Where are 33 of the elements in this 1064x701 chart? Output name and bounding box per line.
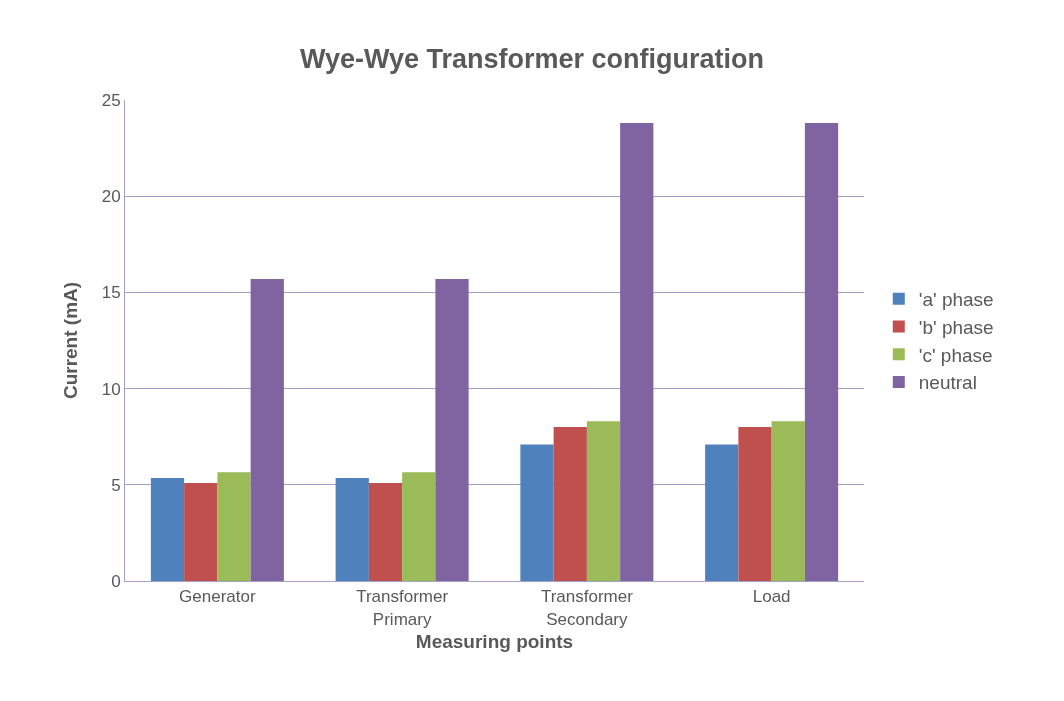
y-tick-label: 20 — [101, 187, 121, 207]
bar — [804, 123, 839, 581]
bar — [520, 444, 554, 581]
legend-label: 'b' phase — [918, 316, 994, 338]
y-tick-label: 5 — [111, 475, 121, 495]
bar — [150, 478, 185, 581]
bar — [705, 444, 739, 581]
x-tick-label: Generator — [179, 587, 256, 607]
y-tick-label: 25 — [101, 90, 121, 110]
chart-title: Wye-Wye Transformer configuration — [299, 43, 765, 74]
bar — [368, 482, 403, 581]
bar — [217, 472, 251, 581]
bar — [435, 278, 469, 581]
y-tick-label: 0 — [111, 571, 121, 591]
bar — [771, 421, 805, 581]
legend-label: 'c' phase — [918, 344, 993, 366]
legend-label: neutral — [918, 372, 977, 394]
x-tick-label: Load — [752, 587, 791, 607]
bar — [553, 427, 587, 581]
x-tick-label: Transformer Primary — [356, 587, 449, 629]
y-tick-label: 10 — [101, 379, 121, 399]
bar — [738, 427, 772, 581]
x-axis-title: Measuring points — [415, 631, 574, 652]
bar — [250, 278, 284, 581]
bar — [402, 472, 436, 581]
y-tick-label: 15 — [101, 283, 121, 303]
bar — [620, 123, 654, 581]
x-tick-label: Transformer Secondary — [540, 587, 634, 629]
bar — [586, 421, 621, 581]
bar — [335, 478, 369, 581]
bar — [184, 482, 218, 581]
y-axis-title: Current (mA) — [60, 281, 81, 400]
legend-label: 'a' phase — [918, 289, 994, 311]
